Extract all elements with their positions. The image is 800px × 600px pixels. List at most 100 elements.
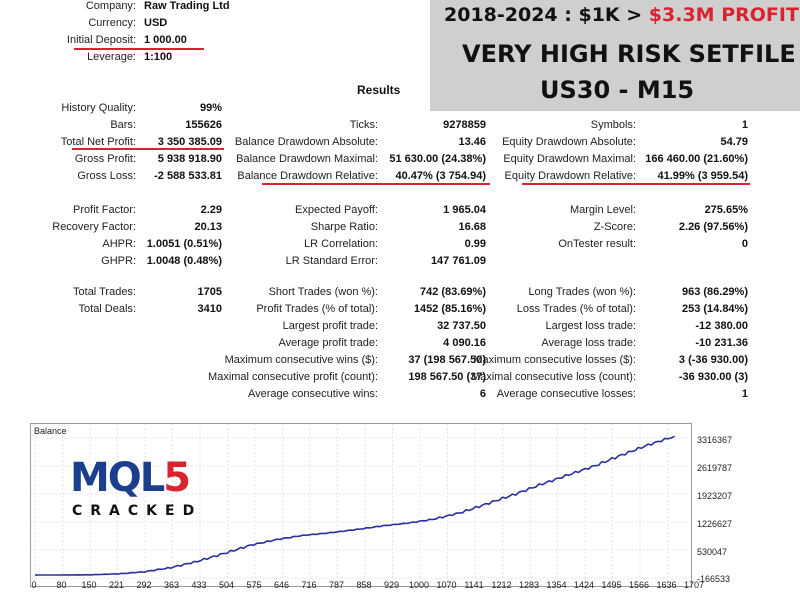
stat-label: GHPR: [101,255,136,267]
stat-value: 0.99 [464,238,486,250]
stat-value: 166 460.00 (21.60%) [645,153,748,165]
stat-value: 253 (14.84%) [681,303,748,315]
logo-text-number: 5 [163,455,191,501]
stat-label: Maximal consecutive profit (count): [208,371,378,383]
stat-value: 13.46 [458,136,486,148]
stat-label: Average consecutive wins: [247,388,378,400]
currency-label: Currency: [88,17,136,29]
stat-value: 3 (-36 930.00) [678,354,748,366]
banner-profit-highlight: $3.3M PROFIT [648,4,799,26]
stat-value: -12 380.00 [695,320,748,332]
stat-value: 1 [741,119,748,131]
stat-label: LR Correlation: [304,238,378,250]
stat-value: 198 567.50 (37) [408,371,486,383]
stat-label: Z-Score: [593,221,636,233]
x-tick-label: 1495 [601,580,622,590]
x-tick-label: 292 [136,580,152,590]
x-tick-label: 1212 [491,580,512,590]
stat-label: Maximal consecutive loss (count): [470,371,636,383]
stat-label: Equity Drawdown Maximal: [503,153,636,165]
initial-deposit-value: 1 000.00 [144,34,187,46]
stat-value: 1.0051 (0.51%) [146,238,222,250]
stat-label: Maximum consecutive losses ($): [473,354,636,366]
stat-value: 1 965.04 [443,204,486,216]
stat-label: Total Deals: [78,303,136,315]
stat-label: Total Net Profit: [60,136,136,148]
x-tick-label: 1141 [464,580,484,590]
x-tick-label: 929 [383,580,400,590]
stat-value: 5 938 918.90 [157,153,222,165]
stat-label: LR Standard Error: [285,255,378,267]
stat-value: 99% [199,102,222,114]
stat-value: 2.26 (97.56%) [678,221,748,233]
stat-value: 37 (198 567.50) [408,354,486,366]
x-tick-label: 646 [273,580,290,590]
y-tick-label: 2619787 [697,463,733,473]
y-tick-label: -166533 [697,574,731,584]
stat-value: 0 [741,238,748,250]
equity-drawdown-relative-underline [522,183,750,185]
stat-label: Gross Profit: [74,153,136,165]
y-tick-label: 530047 [697,547,728,557]
stat-label: Average consecutive losses: [496,388,636,400]
stat-value: 1.0048 (0.48%) [146,255,222,267]
stat-value: 147 761.09 [430,255,486,267]
stat-label: Ticks: [349,119,378,131]
stat-value: 275.65% [704,204,748,216]
chart-title: Balance [34,426,67,436]
stat-value: 963 (86.29%) [681,286,748,298]
stat-value: -10 231.36 [695,337,748,349]
stat-label: Expected Payoff: [295,204,378,216]
stat-label: Total Trades: [73,286,136,298]
currency-value: USD [144,17,168,29]
stat-label: Bars: [110,119,136,131]
stat-value: -36 930.00 (3) [678,371,748,383]
stat-value: 3410 [197,303,222,315]
total-net-profit-underline [72,148,224,150]
x-tick-label: 0 [31,580,37,590]
x-tick-label: 1636 [656,580,677,590]
x-tick-label: 575 [246,580,262,590]
stat-label: Average loss trade: [541,337,636,349]
stat-value: 6 [479,388,486,400]
stat-value: 4 090.16 [443,337,486,349]
stat-value: 16.68 [458,221,486,233]
x-tick-label: 858 [356,580,372,590]
stat-label: Maximum consecutive wins ($): [224,354,378,366]
stat-label: Balance Drawdown Absolute: [234,136,378,148]
promo-banner: 2018-2024 : $1K > $3.3M PROFIT VERY HIGH… [430,0,800,111]
balance-chart: Balance [30,423,692,587]
initial-deposit-underline [74,48,204,50]
stat-value: 40.47% (3 754.94) [395,170,486,182]
x-tick-label: 433 [191,580,207,590]
stat-label: Recovery Factor: [52,221,136,233]
leverage-value: 1:100 [144,51,173,63]
company-value: Raw Trading Ltd [144,0,230,12]
x-tick-label: 1707 [683,580,705,590]
x-tick-label: 1283 [518,580,540,590]
company-label: Company: [85,0,136,12]
stat-value: 2.29 [200,204,222,216]
stat-label: AHPR: [102,238,136,250]
stat-label: Equity Drawdown Relative: [504,170,636,182]
stat-label: Largest loss trade: [545,320,637,332]
x-tick-label: 363 [163,580,180,590]
stat-label: Balance Drawdown Relative: [237,170,378,182]
x-tick-label: 787 [328,580,345,590]
stat-value: 51 630.00 (24.38%) [389,153,486,165]
stat-value: 155626 [185,119,222,131]
stat-label: Balance Drawdown Maximal: [236,153,378,165]
stat-value: -2 588 533.81 [154,170,222,182]
stat-value: 1705 [197,286,222,298]
stat-value: 54.79 [720,136,748,148]
stat-label: Symbols: [590,119,636,131]
stat-label: Gross Loss: [77,170,136,182]
y-tick-label: 1923207 [697,491,733,501]
leverage-label: Leverage: [87,51,136,63]
x-tick-label: 504 [218,580,235,590]
stat-value: 32 737.50 [437,320,486,332]
logo-text-main: MQL [70,455,165,501]
balance-line [34,435,675,576]
x-tick-label: 1354 [546,580,567,590]
stat-label: Profit Trades (% of total): [256,303,378,315]
